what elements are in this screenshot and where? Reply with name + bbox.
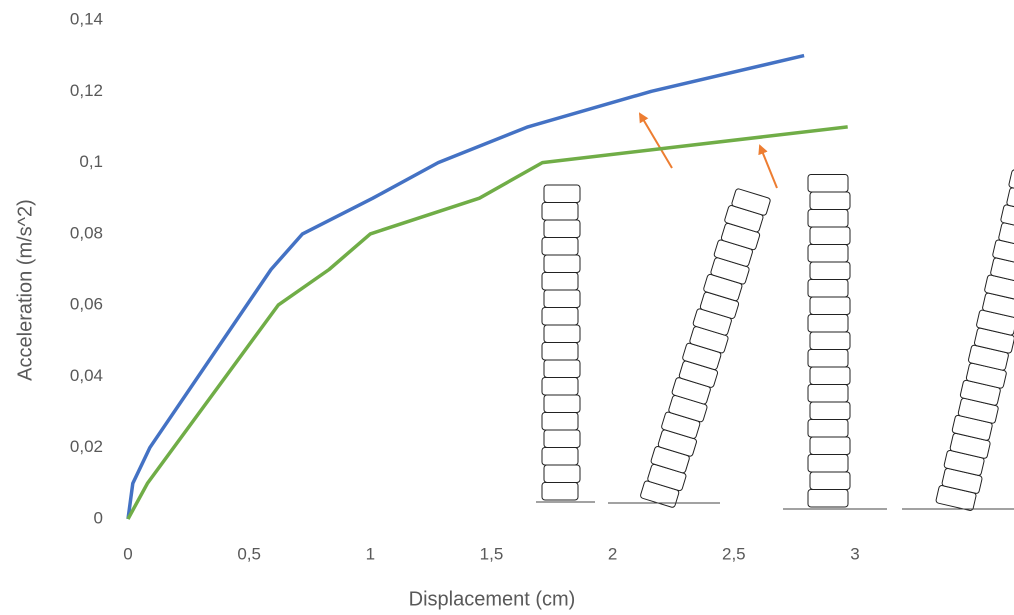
block [541, 202, 579, 221]
block [809, 331, 851, 350]
block [541, 307, 579, 326]
block [807, 244, 849, 263]
x-tick-label: 0 [123, 544, 132, 563]
block [543, 429, 581, 448]
x-tick-label: 1,5 [480, 544, 504, 563]
y-tick-label: 0,1 [79, 152, 103, 171]
block [809, 191, 851, 210]
y-tick-label: 0,14 [70, 9, 103, 28]
x-tick-label: 0,5 [237, 544, 261, 563]
column-drawing [935, 169, 1014, 511]
column-drawing [640, 188, 771, 508]
block [543, 324, 581, 343]
block [998, 222, 1014, 249]
block [543, 289, 581, 308]
y-tick-label: 0,06 [70, 295, 103, 314]
block [543, 254, 581, 273]
block [541, 237, 579, 256]
column-drawing [541, 184, 581, 501]
block [1000, 204, 1014, 231]
x-tick-label: 1 [366, 544, 375, 563]
arrow [758, 144, 778, 189]
block [807, 349, 849, 368]
block [809, 226, 851, 245]
block [807, 174, 849, 193]
block [809, 401, 851, 420]
y-tick-label: 0 [94, 508, 103, 527]
block [809, 471, 851, 490]
block [541, 447, 579, 466]
block [807, 419, 849, 438]
block [809, 296, 851, 315]
block [807, 279, 849, 298]
block [807, 454, 849, 473]
block [543, 219, 581, 238]
column-illustrations [536, 169, 1014, 511]
block [543, 464, 581, 483]
block [543, 184, 581, 203]
block [809, 366, 851, 385]
block [541, 482, 579, 501]
block [809, 436, 851, 455]
series-line [126, 53, 805, 520]
block [807, 314, 849, 333]
block [809, 261, 851, 280]
block [543, 394, 581, 413]
block [807, 384, 849, 403]
block [541, 272, 579, 291]
y-tick-label: 0,12 [70, 81, 103, 100]
y-tick-label: 0,04 [70, 366, 103, 385]
block [1006, 187, 1014, 214]
block [541, 412, 579, 431]
x-tick-label: 3 [850, 544, 859, 563]
block [807, 489, 849, 508]
arrow [638, 112, 673, 169]
block [541, 342, 579, 361]
block [992, 239, 1014, 266]
x-tick-label: 2 [608, 544, 617, 563]
block [541, 377, 579, 396]
y-axis-title: Acceleration (m/s^2) [14, 199, 36, 381]
block [1008, 169, 1014, 196]
x-tick-label: 2,5 [722, 544, 746, 563]
x-axis-title: Displacement (cm) [409, 588, 576, 610]
column-drawing [807, 174, 851, 508]
block [731, 188, 771, 216]
block [543, 359, 581, 378]
y-tick-label: 0,08 [70, 223, 103, 242]
y-tick-label: 0,02 [70, 437, 103, 456]
series-line [126, 125, 848, 520]
block [807, 209, 849, 228]
